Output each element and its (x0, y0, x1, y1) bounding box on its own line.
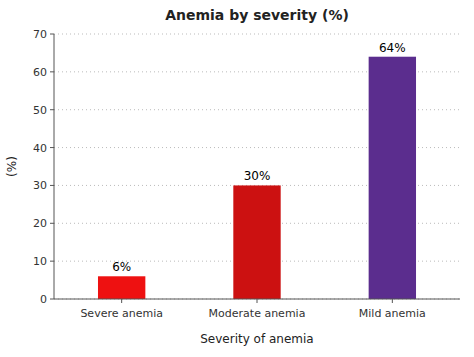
y-tick (50, 185, 54, 186)
y-tick-label: 30 (33, 179, 47, 192)
y-tick-label: 60 (33, 66, 47, 79)
title: Anemia by severity (%) (165, 7, 349, 23)
y-tick (50, 261, 54, 262)
x-tick (257, 299, 258, 303)
y-axis-label: (%) (5, 156, 19, 177)
y-tick (50, 147, 54, 148)
y-tick-label: 10 (33, 255, 47, 268)
x-tick (121, 299, 122, 303)
y-tick-label: 70 (33, 28, 47, 41)
data-label: 30% (244, 169, 271, 183)
y-tick (50, 71, 54, 72)
y-tick (50, 34, 54, 35)
data-label: 64% (379, 41, 406, 55)
y-tick-label: 50 (33, 104, 47, 117)
y-tick (50, 299, 54, 300)
y-axis-line (54, 34, 55, 299)
x-tick-label: Mild anemia (359, 307, 426, 320)
y-tick-label: 0 (40, 293, 47, 306)
grid (54, 34, 460, 299)
x-tick-label: Moderate anemia (209, 307, 306, 320)
bars (98, 57, 416, 299)
y-tick-label: 20 (33, 217, 47, 230)
bar (233, 185, 280, 299)
y-tick (50, 109, 54, 110)
x-tick (392, 299, 393, 303)
bar (369, 57, 416, 299)
grid-line (54, 34, 460, 35)
y-tick-label: 40 (33, 142, 47, 155)
chart: 0 10 20 30 40 50 60 70 Severe anemia Moderate ane… (0, 0, 474, 357)
bar (98, 276, 145, 299)
x-axis-label: Severity of anemia (200, 332, 313, 346)
data-label: 6% (112, 260, 131, 274)
x-tick-label: Severe anemia (80, 307, 163, 320)
chart-container: 0 10 20 30 40 50 60 70 Severe anemia Moderate ane… (0, 0, 474, 357)
y-tick (50, 223, 54, 224)
